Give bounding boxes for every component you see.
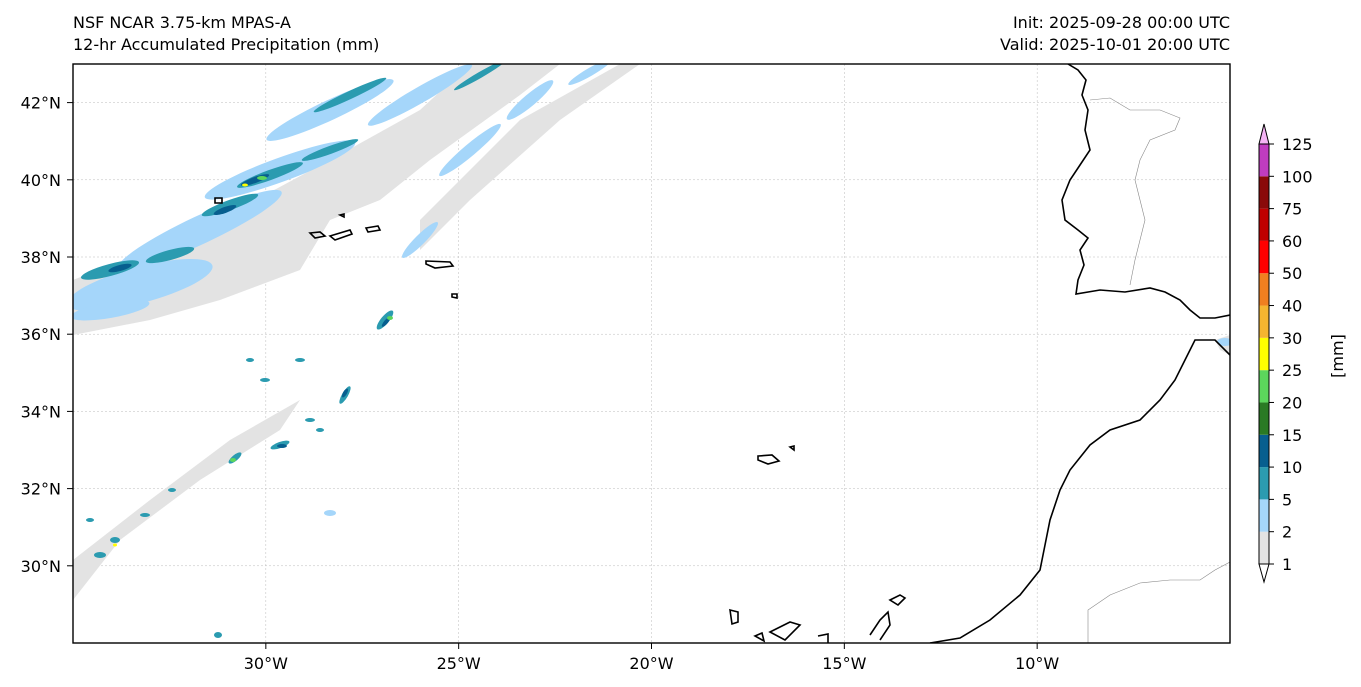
lon-tick-label: 10°W: [1015, 654, 1059, 673]
colorbar-segment: [1259, 402, 1269, 435]
lat-tick-label: 32°N: [21, 480, 61, 499]
title-left: NSF NCAR 3.75-km MPAS-A 12-hr Accumulate…: [73, 12, 379, 56]
island-madeira: [757, 454, 781, 465]
colorbar-segment: [1259, 370, 1269, 403]
island-tenerife: [768, 621, 802, 641]
colorbar-tick-label: 60: [1282, 232, 1302, 251]
title-right: Init: 2025-09-28 00:00 UTC Valid: 2025-1…: [1000, 12, 1230, 56]
lat-tick-label: 36°N: [21, 325, 61, 344]
precipitation-field: [73, 64, 1230, 638]
colorbar-tick-label: 50: [1282, 264, 1302, 283]
field-title: 12-hr Accumulated Precipitation (mm): [73, 35, 380, 54]
colorbar-segment: [1259, 434, 1269, 468]
colorbar-tick-label: 100: [1282, 167, 1313, 186]
colorbar-tick-label: 25: [1282, 361, 1302, 380]
iberia-coastline: [1061, 64, 1230, 319]
model-title: NSF NCAR 3.75-km MPAS-A: [73, 13, 291, 32]
lon-tick-label: 25°W: [437, 654, 481, 673]
colorbar-tick-label: 1: [1282, 555, 1292, 574]
country-borders: [1087, 97, 1230, 643]
colorbar-tick-label: 75: [1282, 200, 1302, 219]
island-azores-4: [337, 212, 345, 219]
colorbar-unit-label: [mm]: [1328, 334, 1347, 378]
colorbar-segment: [1259, 240, 1269, 274]
valid-time: Valid: 2025-10-01 20:00 UTC: [999, 35, 1230, 54]
colorbar-tick-label: 40: [1282, 297, 1302, 316]
colorbar-segment: [1259, 273, 1269, 306]
western-sahara-border: [1087, 561, 1230, 643]
colorbar-segment: [1259, 499, 1269, 532]
island-azores-2: [328, 229, 354, 241]
island-flores: [214, 197, 223, 204]
lon-tick-label: 20°W: [629, 654, 673, 673]
island-lanzarote: [888, 594, 907, 607]
lon-tick-label: 15°W: [822, 654, 866, 673]
colorbar-tick-label: 20: [1282, 393, 1302, 412]
island-sao-miguel: [425, 260, 455, 269]
portugal-spain-border: [1089, 97, 1181, 286]
island-azores-3: [364, 225, 382, 233]
colorbar-tick-label: 2: [1282, 523, 1292, 542]
colorbar-segment: [1259, 531, 1269, 564]
island-azores-1: [308, 231, 327, 239]
colorbar-segment: [1259, 305, 1269, 338]
island-santa-maria: [451, 293, 458, 299]
precip-band-25mm: [113, 183, 248, 547]
colorbar-frame: [1258, 143, 1270, 565]
island-gran-canaria: [817, 633, 829, 643]
colorbar-segment: [1259, 176, 1269, 209]
island-porto-santo: [788, 444, 795, 452]
colorbar-tick-label: 15: [1282, 426, 1302, 445]
precip-band-20mm: [230, 176, 393, 462]
colorbar-segment: [1259, 144, 1269, 177]
colorbar-tick-label: 10: [1282, 458, 1302, 477]
lat-tick-label: 38°N: [21, 248, 61, 267]
colorbar-tick-label: 30: [1282, 329, 1302, 348]
map-axes: 42°N 40°N 38°N 36°N 34°N 32°N 30°N 30°W 25°W 20°W…: [21, 94, 1060, 673]
island-la-palma: [729, 608, 739, 626]
island-la-gomera: [753, 631, 766, 643]
island-fuerteventura: [869, 610, 891, 641]
lat-tick-label: 34°N: [21, 402, 61, 421]
lon-tick-label: 30°W: [244, 654, 288, 673]
africa-coastline: [929, 339, 1230, 643]
lat-tick-label: 30°N: [21, 557, 61, 576]
colorbar-over-extend: [1258, 123, 1270, 145]
coastlines: [214, 64, 1230, 643]
lat-tick-label: 40°N: [21, 171, 61, 190]
colorbar-segment: [1259, 208, 1269, 241]
lat-tick-label: 42°N: [21, 94, 61, 113]
colorbar-segment: [1259, 337, 1269, 371]
colorbar-tick-label: 125: [1282, 135, 1313, 154]
init-time: Init: 2025-09-28 00:00 UTC: [1012, 13, 1230, 32]
colorbar-tick-label: 5: [1282, 490, 1292, 509]
colorbar-segment: [1259, 467, 1269, 500]
colorbar-under-extend: [1258, 563, 1270, 584]
